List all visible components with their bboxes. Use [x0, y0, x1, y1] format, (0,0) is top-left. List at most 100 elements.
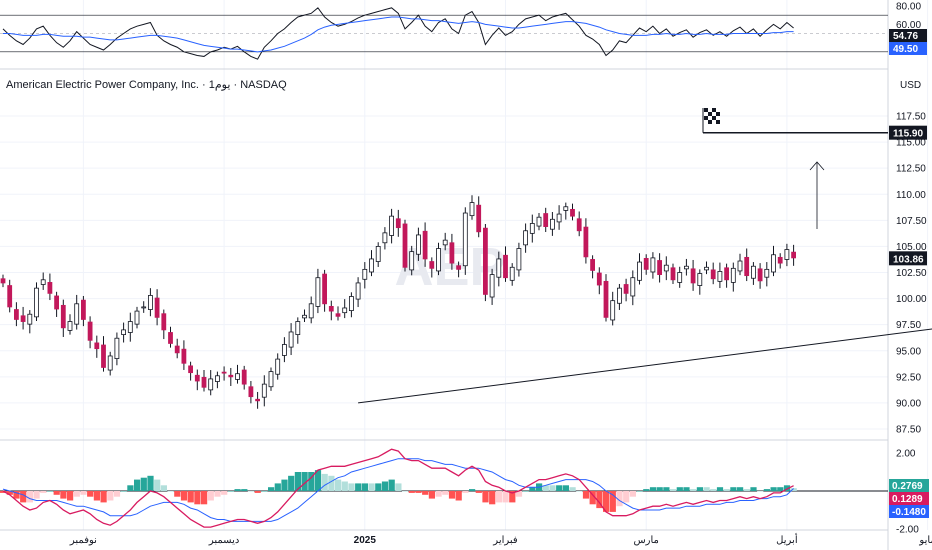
candle-body: [302, 314, 307, 319]
macd-histogram-bar: [46, 491, 54, 492]
flag-square: [704, 108, 708, 112]
macd-signal-tag-text: 0.1289: [892, 494, 923, 505]
candle-body: [348, 296, 354, 311]
candle-body: [637, 261, 642, 281]
macd-histogram-bar: [6, 491, 13, 495]
candle-body: [54, 295, 59, 310]
flag-square: [704, 116, 708, 120]
candle-body: [295, 321, 301, 335]
candle-body: [241, 369, 247, 385]
candle-body: [154, 297, 160, 318]
flag-square: [712, 116, 716, 120]
macd-histogram-bar: [201, 491, 208, 505]
rsi-ma-tag-text: 49.50: [893, 44, 918, 55]
macd-histogram-bar: [247, 491, 255, 492]
rsi-tick-label: 60.00: [896, 20, 921, 31]
rsi-ma-tag: 49.50: [889, 42, 927, 55]
macd-histogram-bar: [335, 479, 342, 491]
candle-body: [771, 254, 776, 273]
candle-body: [643, 258, 649, 270]
price-tick-label: 115.00: [896, 138, 926, 149]
rsi-value-tag: 54.76: [889, 29, 927, 42]
macd-histogram-bar: [435, 491, 442, 497]
candle-body: [328, 306, 334, 312]
candle-body: [449, 242, 455, 264]
macd-signal-line: [2, 458, 794, 522]
macd-histogram-bar: [737, 487, 744, 491]
candle-body: [751, 265, 756, 279]
macd-histogram-bar: [87, 491, 94, 497]
candle-body: [168, 332, 173, 344]
candle-body: [47, 282, 53, 294]
candle-body: [630, 277, 636, 297]
candle-body: [81, 299, 86, 320]
candle-body: [74, 303, 80, 325]
flag-square: [716, 116, 720, 120]
macd-histogram-bar: [26, 491, 33, 503]
candle-body: [101, 344, 106, 368]
candle-body: [476, 204, 482, 233]
candle-body: [114, 337, 120, 359]
price-tick-label: 105.00: [896, 242, 927, 253]
last-price-tag-text: 103.86: [893, 254, 924, 265]
candle-body: [161, 313, 167, 331]
candle-body: [87, 321, 93, 341]
macd-histogram-bar: [388, 479, 395, 491]
candle-body: [369, 258, 374, 273]
candle-body: [690, 268, 696, 284]
candle-body: [469, 202, 475, 217]
price-tick-label: 100.00: [896, 294, 927, 305]
candle-body: [596, 272, 602, 286]
candle-body: [670, 267, 676, 281]
macd-histogram-bar: [395, 483, 402, 491]
macd-histogram-bar: [696, 487, 703, 491]
macd-line: [2, 448, 794, 528]
candle-body: [208, 378, 214, 391]
price-tick-label: 97.50: [896, 320, 921, 331]
price-tick-label: 87.50: [896, 425, 921, 436]
macd-histogram-bar: [254, 491, 261, 493]
flag-square: [712, 108, 716, 112]
macd-histogram-bar: [636, 491, 643, 492]
macd-histogram-bar: [716, 487, 724, 491]
candle-body: [576, 218, 582, 232]
macd-histogram-bar: [582, 491, 590, 499]
target-price-tag-text: 115.90: [893, 129, 923, 140]
macd-hist-tag-bg: [889, 505, 929, 518]
flag-square: [716, 108, 720, 112]
flag-square: [712, 120, 716, 124]
rsi-ma-tag-bg: [889, 42, 927, 55]
macd-histogram-bar: [649, 487, 657, 491]
macd-histogram-bar: [314, 470, 322, 491]
macd-histogram-bar: [482, 491, 489, 503]
macd-histogram-bar: [475, 491, 482, 493]
candle-body: [268, 371, 274, 388]
x-tick-label: نوفمبر: [69, 535, 97, 546]
macd-histogram-bar: [556, 485, 563, 491]
macd-histogram-bar: [522, 491, 529, 492]
macd-histogram-bar: [703, 487, 710, 491]
candle-body: [0, 278, 6, 284]
candle-body: [583, 226, 589, 258]
macd-histogram-bar: [609, 491, 616, 512]
macd-histogram-bar: [542, 485, 549, 491]
macd-histogram-bar: [341, 481, 348, 491]
candle-body: [570, 208, 575, 217]
macd-histogram-bar: [448, 491, 456, 499]
price-tick-label: 112.50: [896, 164, 926, 175]
candle-body: [228, 374, 234, 378]
macd-histogram-bar: [670, 489, 677, 491]
macd-histogram-bar: [549, 485, 556, 491]
candle-body: [550, 218, 555, 230]
candle-body: [663, 264, 669, 272]
candle-body: [335, 313, 341, 317]
candle-body: [791, 251, 796, 259]
candle-body: [496, 258, 502, 278]
macd-histogram-bar: [489, 491, 496, 505]
candle-body: [315, 277, 321, 307]
macd-histogram-bar: [355, 483, 362, 491]
candle-body: [456, 265, 462, 270]
target-price-tag: 115.90: [889, 125, 927, 140]
